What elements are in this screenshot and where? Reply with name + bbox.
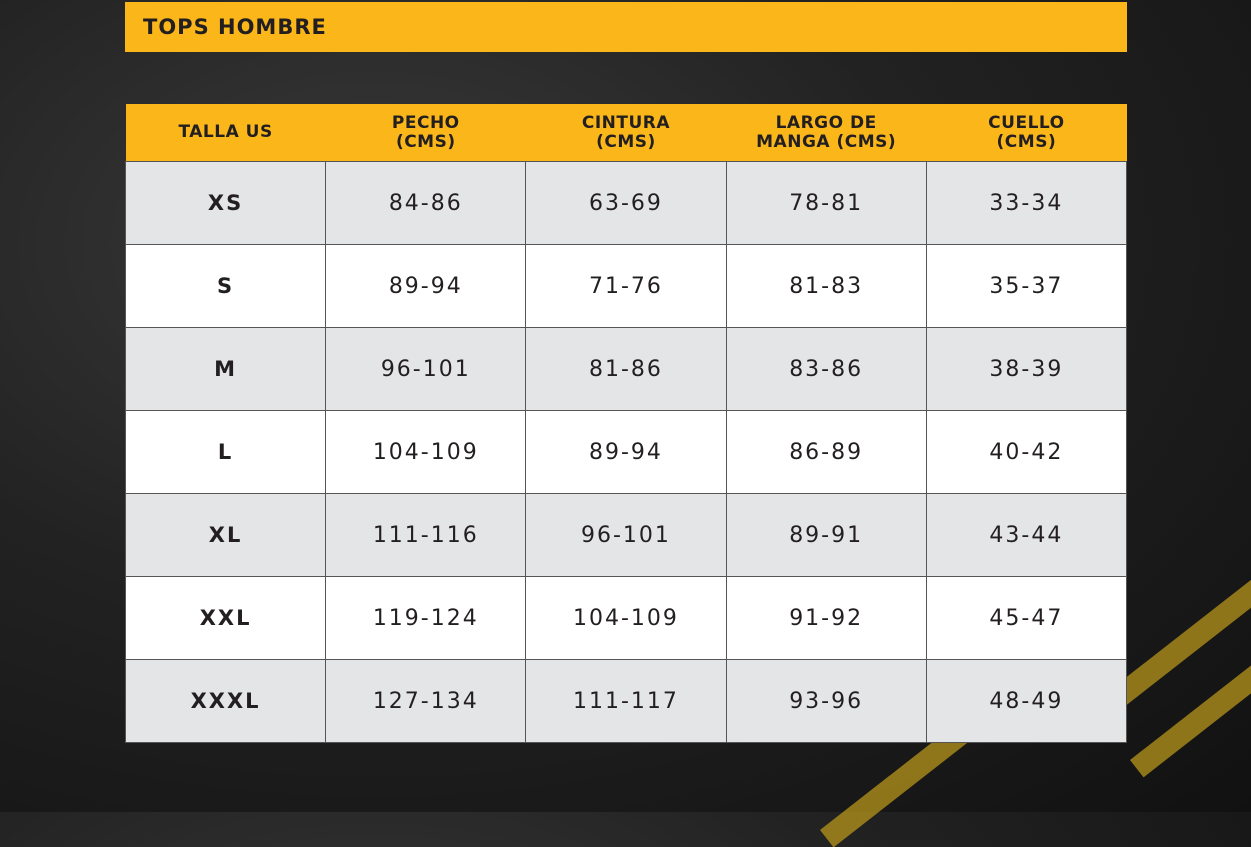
size-cell: S [124, 244, 327, 328]
measurement-cell: 104-109 [525, 576, 727, 660]
measurement-cell: 86-89 [725, 410, 927, 494]
column-header-text: (CMS) [596, 131, 656, 152]
column-header: TALLA US [125, 104, 326, 162]
title-bar: TOPS HOMBRE [125, 2, 1127, 52]
page-title: TOPS HOMBRE [143, 15, 327, 39]
column-header: CINTURA (CMS) [525, 104, 727, 162]
column-header-text: (CMS) [996, 131, 1057, 152]
column-header-text: CINTURA [581, 112, 671, 133]
table-row: XS 84-86 63-69 78-81 33-34 [124, 161, 1128, 245]
measurement-cell: 104-109 [325, 410, 527, 494]
size-cell: XS [124, 161, 327, 245]
size-cell: XXXL [124, 659, 327, 743]
measurement-cell: 38-39 [925, 327, 1128, 411]
table-row: L 104-109 89-94 86-89 40-42 [124, 410, 1128, 494]
measurement-cell: 45-47 [925, 576, 1128, 660]
measurement-cell: 33-34 [925, 161, 1128, 245]
size-cell: XXL [124, 576, 327, 660]
measurement-cell: 40-42 [925, 410, 1128, 494]
table-row: M 96-101 81-86 83-86 38-39 [124, 327, 1128, 411]
column-header-text: TALLA US [178, 122, 273, 142]
measurement-cell: 43-44 [925, 493, 1128, 577]
measurement-cell: 96-101 [325, 327, 527, 411]
column-header: LARGO DE MANGA (CMS) [726, 104, 927, 162]
column-header: PECHO (CMS) [325, 104, 526, 162]
measurement-cell: 111-116 [325, 493, 527, 577]
column-header-text: MANGA (CMS) [756, 131, 897, 152]
measurement-cell: 96-101 [525, 493, 727, 577]
measurement-cell: 78-81 [725, 161, 927, 245]
measurement-cell: 119-124 [325, 576, 527, 660]
measurement-cell: 93-96 [725, 659, 927, 743]
table-row: XXL 119-124 104-109 91-92 45-47 [124, 576, 1128, 660]
measurement-cell: 89-94 [525, 410, 727, 494]
column-header-text: (CMS) [395, 131, 456, 152]
column-header-text: PECHO [391, 112, 460, 133]
table-row: XXXL 127-134 111-117 93-96 48-49 [124, 659, 1128, 743]
measurement-cell: 91-92 [725, 576, 927, 660]
size-cell: M [124, 327, 327, 411]
measurement-cell: 89-94 [325, 244, 527, 328]
column-header: CUELLO (CMS) [926, 104, 1127, 162]
measurement-cell: 111-117 [525, 659, 727, 743]
size-cell: XL [124, 493, 327, 577]
measurement-cell: 83-86 [725, 327, 927, 411]
column-header-text: LARGO DE [775, 112, 877, 133]
table-row: S 89-94 71-76 81-83 35-37 [124, 244, 1128, 328]
column-header-text: CUELLO [988, 112, 1065, 133]
size-table: TALLA US PECHO (CMS) CINTURA (CMS) LARGO DE MA… [124, 104, 1128, 743]
measurement-cell: 63-69 [525, 161, 727, 245]
table-row: XL 111-116 96-101 89-91 43-44 [124, 493, 1128, 577]
size-cell: L [124, 410, 327, 494]
measurement-cell: 84-86 [325, 161, 527, 245]
header-row: TALLA US PECHO (CMS) CINTURA (CMS) LARGO DE MA… [125, 104, 1127, 162]
measurement-cell: 81-86 [525, 327, 727, 411]
measurement-cell: 71-76 [525, 244, 727, 328]
measurement-cell: 48-49 [925, 659, 1128, 743]
measurement-cell: 89-91 [725, 493, 927, 577]
measurement-cell: 127-134 [325, 659, 527, 743]
measurement-cell: 35-37 [925, 244, 1128, 328]
measurement-cell: 81-83 [725, 244, 927, 328]
